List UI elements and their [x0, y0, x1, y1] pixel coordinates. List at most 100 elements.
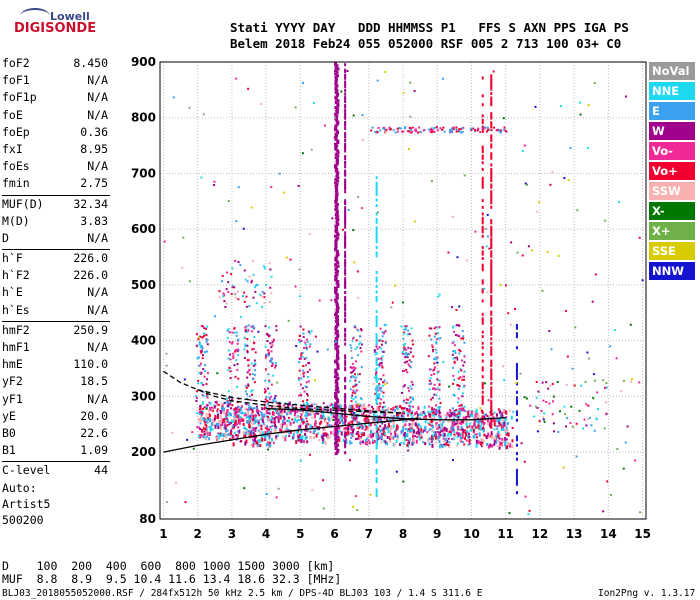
- echo-point: [493, 423, 496, 427]
- echo-point: [225, 288, 228, 291]
- echo-point: [209, 406, 212, 410]
- echo-point: [251, 417, 254, 420]
- echo-point: [506, 422, 509, 426]
- echo-point: [515, 443, 518, 447]
- echo-point: [334, 85, 338, 89]
- echo-point: [284, 406, 287, 410]
- echo-point: [375, 468, 378, 472]
- echo-point: [344, 451, 347, 455]
- echo-point: [335, 70, 339, 74]
- echo-point: [481, 230, 484, 234]
- echo-point: [336, 179, 340, 183]
- echo-point: [344, 200, 347, 204]
- echo-point: [460, 403, 463, 406]
- echo-point: [396, 435, 399, 439]
- echo-point: [459, 376, 462, 379]
- echo-point: [485, 413, 488, 416]
- echo-point: [403, 369, 406, 372]
- echo-point: [406, 443, 409, 447]
- echo-point: [497, 408, 500, 411]
- echo-point: [374, 417, 377, 421]
- echo-point: [495, 439, 498, 444]
- echo-point: [257, 330, 260, 333]
- echo-point: [243, 300, 246, 303]
- param-row: hmE 110.0: [2, 356, 110, 373]
- echo-point: [407, 443, 410, 448]
- echo-point: [370, 434, 373, 439]
- echo-point: [219, 414, 222, 419]
- echo-point: [275, 325, 278, 328]
- echo-point: [378, 346, 381, 349]
- echo-point: [300, 354, 303, 357]
- echo-point: [515, 376, 518, 380]
- echo-point: [309, 430, 312, 433]
- echo-point: [481, 154, 484, 158]
- echo-point: [536, 406, 539, 409]
- echo-point: [335, 203, 339, 207]
- echo-point: [422, 441, 425, 444]
- echo-point: [344, 100, 347, 104]
- echo-point: [592, 373, 595, 376]
- echo-point: [334, 177, 338, 181]
- echo-point: [206, 378, 209, 381]
- footer-file-info: BLJ03_2018055052000.RSF / 284fx512h 50 k…: [2, 588, 483, 599]
- echo-point: [411, 429, 414, 432]
- echo-point: [473, 434, 476, 439]
- echo-point: [237, 354, 240, 357]
- echo-point: [427, 355, 430, 358]
- param-row: D N/A: [2, 230, 110, 247]
- echo-point: [589, 416, 592, 419]
- echo-point: [205, 334, 208, 337]
- echo-point: [244, 402, 247, 405]
- echo-point: [490, 98, 493, 102]
- echo-point: [227, 328, 230, 331]
- echo-point: [382, 426, 385, 429]
- echo-point: [352, 229, 355, 232]
- echo-point: [490, 234, 493, 238]
- echo-point: [334, 371, 338, 375]
- echo-point: [200, 371, 203, 374]
- echo-point: [205, 340, 208, 343]
- echo-point: [334, 239, 338, 243]
- echo-point: [504, 442, 507, 447]
- echo-point: [486, 235, 489, 238]
- echo-point: [402, 480, 405, 483]
- echo-point: [254, 419, 257, 423]
- echo-point: [585, 424, 588, 427]
- echo-point: [307, 380, 310, 383]
- echo-point: [267, 354, 270, 357]
- echo-point: [335, 182, 339, 186]
- echo-point: [605, 412, 608, 415]
- y-tick-label: 800: [131, 111, 156, 125]
- echo-point: [401, 412, 404, 415]
- echo-point: [454, 358, 457, 361]
- echo-point: [355, 425, 358, 430]
- echo-point: [252, 443, 255, 448]
- echo-point: [423, 415, 426, 419]
- echo-point: [334, 244, 338, 248]
- echo-point: [344, 219, 347, 223]
- echo-point: [358, 437, 361, 440]
- echo-point: [335, 144, 339, 148]
- echo-point: [306, 405, 309, 410]
- echo-point: [298, 394, 301, 397]
- echo-point: [335, 191, 339, 195]
- echo-point: [461, 130, 464, 133]
- echo-point: [171, 431, 174, 434]
- echo-point: [198, 411, 201, 414]
- echo-point: [534, 105, 537, 108]
- echo-point: [457, 432, 460, 437]
- echo-point: [405, 434, 408, 438]
- echo-point: [468, 435, 471, 438]
- echo-point: [490, 341, 493, 345]
- echo-point: [344, 318, 347, 322]
- echo-point: [463, 355, 466, 358]
- echo-point: [490, 299, 493, 303]
- echo-point: [352, 398, 355, 401]
- echo-point: [338, 426, 341, 430]
- echo-point: [292, 421, 295, 424]
- echo-point: [246, 412, 249, 415]
- echo-point: [214, 414, 217, 419]
- echo-point: [235, 416, 238, 419]
- echo-point: [334, 291, 338, 295]
